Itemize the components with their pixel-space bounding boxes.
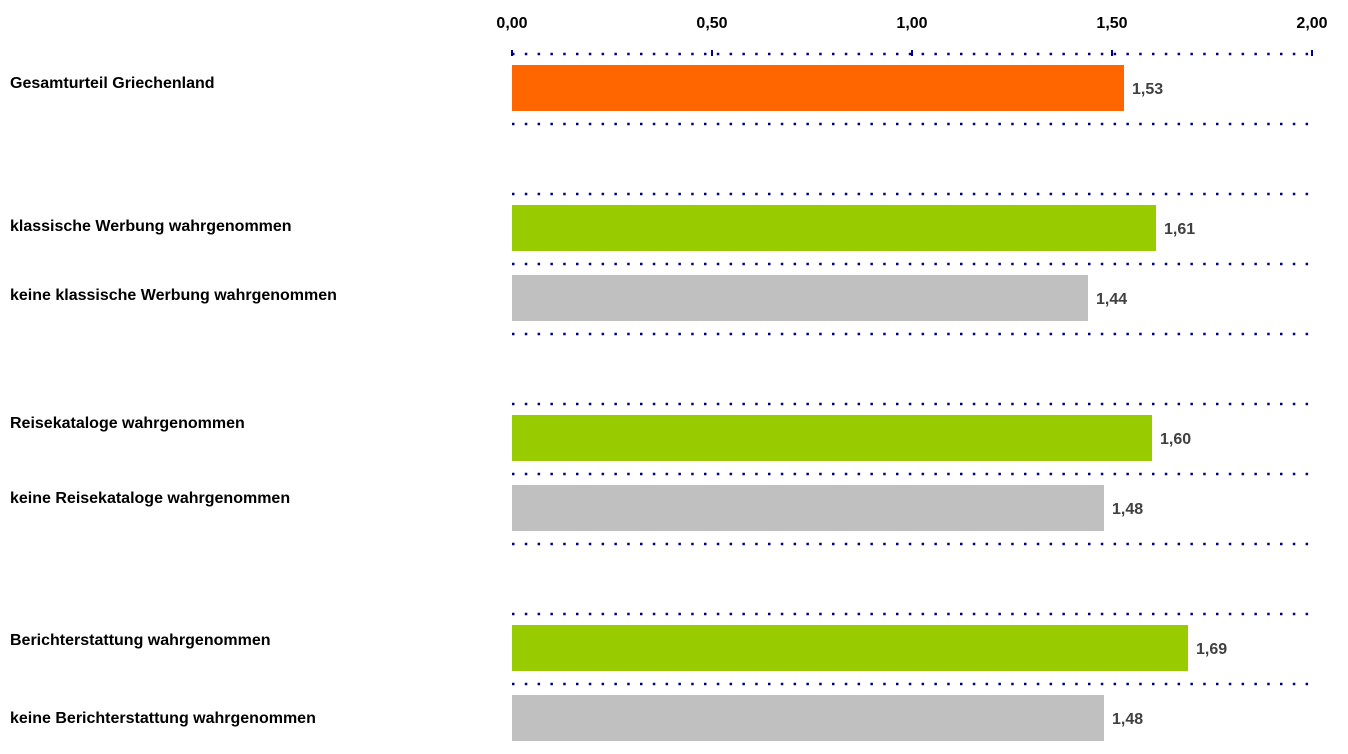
bar: [512, 415, 1152, 461]
bar: [512, 625, 1188, 671]
bar: [512, 65, 1124, 111]
category-label: Berichterstattung wahrgenommen: [10, 632, 271, 649]
bar-value-label: 1,48: [1112, 501, 1143, 518]
x-tick-label: 1,00: [896, 15, 927, 32]
x-tick-label: 1,50: [1096, 15, 1127, 32]
bar-value-label: 1,61: [1164, 221, 1195, 238]
bar-value-label: 1,69: [1196, 641, 1227, 658]
bar-value-label: 1,53: [1132, 81, 1163, 98]
x-tick-label: 0,50: [696, 15, 727, 32]
x-tick-label: 0,00: [496, 15, 527, 32]
bar: [512, 695, 1104, 741]
category-label: Gesamturteil Griechenland: [10, 75, 215, 92]
bar-value-label: 1,60: [1160, 431, 1191, 448]
category-label: keine Reisekataloge wahrgenommen: [10, 490, 291, 507]
bar-value-label: 1,48: [1112, 711, 1143, 728]
bar: [512, 205, 1156, 251]
bar: [512, 275, 1088, 321]
category-label: klassische Werbung wahrgenommen: [10, 218, 292, 235]
bar: [512, 485, 1104, 531]
category-label: Reisekataloge wahrgenommen: [10, 415, 245, 432]
bar-value-label: 1,44: [1096, 291, 1127, 308]
category-label: keine Berichterstattung wahrgenommen: [10, 710, 316, 727]
x-tick-label: 2,00: [1296, 15, 1327, 32]
category-label: keine klassische Werbung wahrgenommen: [10, 287, 337, 304]
